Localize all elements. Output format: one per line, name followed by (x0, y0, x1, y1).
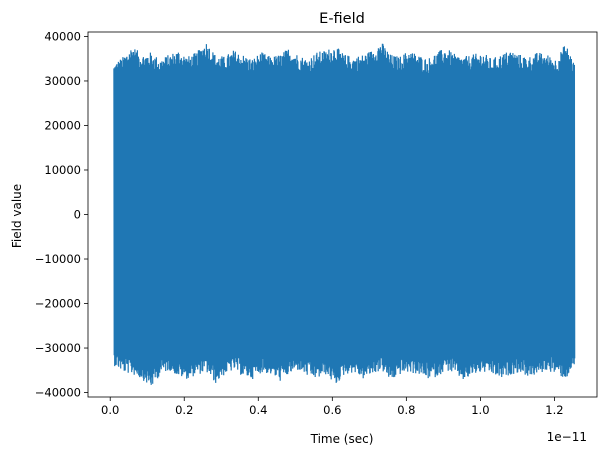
y-tick-label: 30000 (44, 74, 81, 88)
x-axis-label: Time (sec) (310, 432, 374, 446)
x-tick-label: 0.6 (323, 403, 341, 417)
y-tick-label: −10000 (35, 252, 81, 266)
y-tick-label: −40000 (35, 386, 81, 400)
plot-area (113, 43, 576, 385)
x-axis-offset-label: 1e−11 (547, 430, 587, 444)
axes: 0.0 0.2 0.4 0.6 0.8 1.0 1.2 40000 30000 20000 1000… (35, 29, 598, 417)
x-tick-label: 1.0 (471, 403, 489, 417)
y-axis-label: Field value (10, 184, 24, 248)
chart-title: E-field (319, 11, 365, 27)
y-tick-label: 0 (74, 208, 81, 222)
x-tick-label: 0.0 (101, 403, 119, 417)
y-tick-label: −20000 (35, 297, 81, 311)
y-tick-label: 40000 (44, 29, 81, 43)
x-tick-label: 0.8 (397, 403, 415, 417)
y-tick-label: −30000 (35, 341, 81, 355)
y-tick-label: 10000 (44, 163, 81, 177)
series-line (113, 43, 576, 385)
x-tick-label: 0.2 (175, 403, 193, 417)
x-tick-label: 0.4 (249, 403, 267, 417)
x-tick-label: 1.2 (545, 403, 563, 417)
y-tick-label: 20000 (44, 118, 81, 132)
